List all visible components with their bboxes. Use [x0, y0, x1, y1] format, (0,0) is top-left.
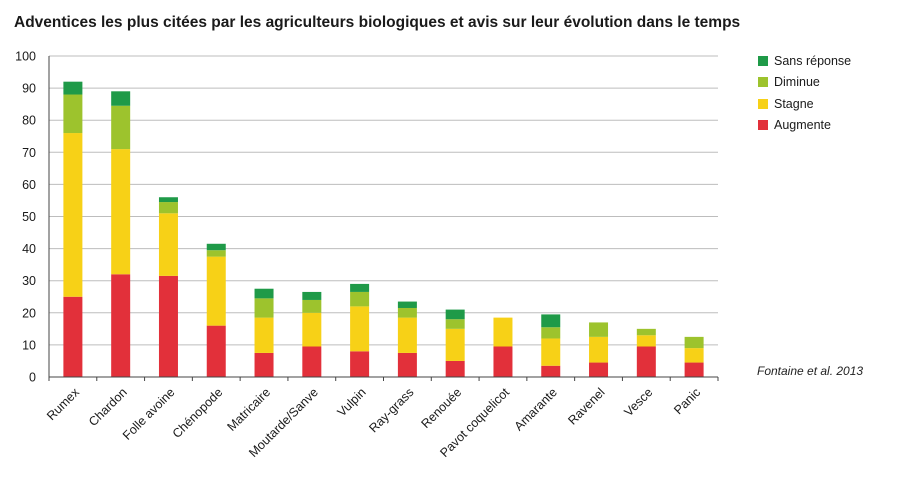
bar-segment	[158, 202, 178, 214]
bar-segment	[206, 243, 226, 251]
bar-segment	[206, 250, 226, 257]
bar-segment	[589, 362, 609, 377]
bar-segment	[206, 325, 226, 377]
bar-segment	[541, 338, 561, 366]
bar-segment	[541, 327, 561, 339]
bar-segment	[350, 291, 370, 307]
y-tick-label: 0	[29, 371, 36, 385]
bar-segment	[684, 336, 704, 349]
legend-item: Augmente	[758, 115, 851, 137]
bar-segment	[397, 352, 417, 377]
bar-segment	[158, 275, 178, 377]
y-tick-label: 60	[22, 178, 36, 192]
bar-segment	[445, 360, 465, 377]
legend-item: Sans réponse	[758, 50, 851, 72]
x-tick-label: Folle avoine	[120, 385, 178, 443]
bar-segment	[63, 296, 83, 377]
y-tick-label: 30	[22, 274, 36, 288]
y-tick-label: 100	[15, 50, 36, 64]
bar-segment	[684, 362, 704, 377]
y-tick-label: 90	[22, 82, 36, 96]
bar-segment	[254, 288, 274, 299]
bar-segment	[636, 335, 656, 347]
legend: Sans réponse Diminue Stagne Augmente	[758, 50, 851, 136]
legend-swatch	[758, 55, 768, 66]
legend-label: Augmente	[774, 118, 831, 133]
legend-label: Diminue	[774, 75, 820, 90]
y-tick-label: 70	[22, 146, 36, 160]
x-tick-label: Chénopode	[170, 385, 226, 441]
legend-swatch	[758, 120, 768, 131]
bar-segment	[63, 81, 83, 95]
bar-segment	[254, 298, 274, 318]
bar-segment	[206, 256, 226, 326]
x-tick-label: Matricaire	[224, 385, 273, 434]
legend-label: Stagne	[774, 96, 814, 111]
bar-segment	[302, 312, 322, 347]
x-tick-label: Renouée	[419, 385, 465, 431]
bar-segment	[350, 283, 370, 292]
y-tick-label: 20	[22, 306, 36, 320]
bar-segment	[493, 346, 513, 377]
bar-segment	[63, 133, 83, 297]
legend-item: Stagne	[758, 93, 851, 115]
bar-segment	[111, 274, 131, 377]
x-tick-label: Vesce	[621, 385, 655, 419]
source-note: Fontaine et al. 2013	[757, 364, 864, 378]
bar-segment	[445, 328, 465, 361]
bar-segment	[541, 314, 561, 328]
x-tick-label: Amarante	[512, 385, 560, 433]
bar-segment	[589, 322, 609, 337]
legend-label: Sans réponse	[774, 53, 852, 68]
bar-segment	[445, 319, 465, 329]
grid-lines	[49, 55, 718, 346]
y-tick-label: 50	[22, 210, 36, 224]
bar-segment	[302, 291, 322, 300]
legend-swatch	[758, 77, 768, 88]
legend-item: Diminue	[758, 72, 851, 94]
x-tick-label: Vulpin	[335, 385, 369, 419]
bar-segment	[541, 365, 561, 377]
bar-segment	[397, 307, 417, 318]
y-tick-label: 10	[22, 338, 36, 352]
bar-segment	[254, 317, 274, 353]
bar-segment	[636, 346, 656, 377]
bar-segment	[254, 352, 274, 377]
bar-segment	[589, 336, 609, 363]
x-tick-label: Ray-grass	[366, 385, 416, 435]
bar-segment	[111, 105, 131, 150]
bar-segment	[302, 346, 322, 377]
x-tick-label: Panic	[671, 385, 703, 417]
bar-segment	[302, 299, 322, 313]
bar-segment	[350, 351, 370, 377]
bar-segment	[350, 306, 370, 352]
bar-segment	[493, 317, 513, 347]
bar-segment	[684, 348, 704, 363]
x-tick-label: Ravenel	[565, 385, 607, 427]
legend-swatch	[758, 98, 768, 109]
y-tick-label: 80	[22, 114, 36, 128]
bar-segment	[397, 317, 417, 353]
bar-segment	[397, 301, 417, 308]
chart-title: Adventices les plus citées par les agric…	[14, 14, 741, 31]
bars	[63, 81, 704, 377]
bar-segment	[158, 213, 178, 276]
bar-segment	[636, 328, 656, 336]
x-tick-label: Rumex	[44, 385, 82, 423]
bar-segment	[63, 94, 83, 134]
y-tick-label: 40	[22, 242, 36, 256]
x-tick-label: Chardon	[86, 385, 130, 429]
bar-segment	[445, 309, 465, 320]
bar-segment	[111, 149, 131, 275]
bar-segment	[111, 91, 131, 106]
bar-segment	[158, 197, 178, 203]
